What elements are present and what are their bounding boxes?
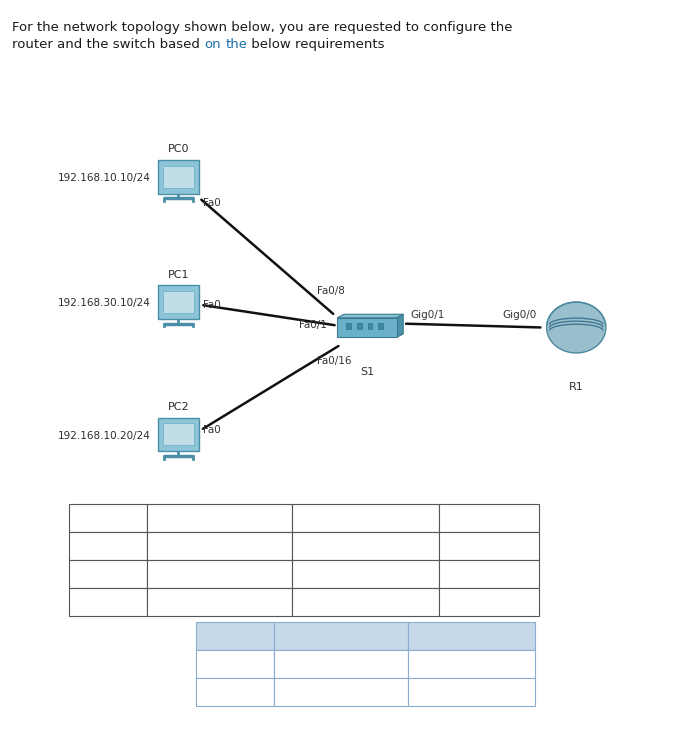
Text: Gig0/1: Gig0/1 — [410, 310, 445, 320]
FancyBboxPatch shape — [378, 322, 383, 330]
Text: on: on — [204, 38, 221, 52]
FancyBboxPatch shape — [292, 532, 439, 560]
Text: 192.168.10.0/24: 192.168.10.0/24 — [314, 539, 417, 553]
FancyBboxPatch shape — [147, 532, 292, 560]
FancyBboxPatch shape — [158, 418, 199, 451]
FancyBboxPatch shape — [196, 650, 274, 678]
FancyBboxPatch shape — [292, 504, 439, 532]
FancyBboxPatch shape — [368, 322, 372, 330]
Text: 192.168.30.0/24: 192.168.30.0/24 — [425, 687, 518, 697]
FancyBboxPatch shape — [147, 588, 292, 616]
FancyBboxPatch shape — [274, 678, 408, 706]
Text: 192.168.10.10/24: 192.168.10.10/24 — [58, 173, 151, 183]
FancyBboxPatch shape — [196, 678, 274, 706]
Polygon shape — [547, 302, 606, 353]
Text: Fa0/16: Fa0/16 — [317, 355, 351, 366]
Text: Ports: Ports — [217, 629, 252, 643]
Text: PC2: PC2 — [167, 402, 189, 412]
FancyBboxPatch shape — [439, 560, 539, 588]
Text: Fa0: Fa0 — [203, 300, 221, 310]
FancyBboxPatch shape — [69, 560, 147, 588]
FancyBboxPatch shape — [69, 504, 147, 532]
Text: PC0: PC0 — [167, 144, 189, 155]
Text: R1: R1 — [569, 383, 584, 392]
Text: Fa0/1: Fa0/1 — [299, 319, 327, 330]
FancyBboxPatch shape — [408, 622, 535, 650]
Text: VLAN 10: VLAN 10 — [462, 539, 515, 553]
Text: 192.168.10.0/24: 192.168.10.0/24 — [314, 595, 417, 609]
Text: VLAN: VLAN — [470, 512, 508, 525]
FancyBboxPatch shape — [147, 504, 292, 532]
FancyBboxPatch shape — [69, 532, 147, 560]
FancyBboxPatch shape — [408, 650, 535, 678]
Text: VLAN 30 – Guest: VLAN 30 – Guest — [295, 687, 388, 697]
Text: 192.168.30.1: 192.168.30.1 — [178, 567, 261, 581]
Text: 192.168.10.1: 192.168.10.1 — [178, 595, 261, 609]
Text: VLAN 10 – Students: VLAN 10 – Students — [286, 659, 397, 669]
Text: Default Gateway: Default Gateway — [161, 512, 278, 525]
Text: PC1: PC1 — [96, 567, 120, 581]
FancyBboxPatch shape — [163, 166, 194, 188]
FancyBboxPatch shape — [69, 588, 147, 616]
Text: 192.168.10.0/24: 192.168.10.0/24 — [425, 659, 518, 669]
Text: S1: S1 — [360, 367, 374, 377]
FancyBboxPatch shape — [196, 622, 274, 650]
Text: PC2: PC2 — [96, 595, 120, 609]
Text: Device: Device — [84, 512, 132, 525]
Text: F0/1-7: F0/1-7 — [217, 687, 252, 697]
FancyBboxPatch shape — [439, 504, 539, 532]
Text: the: the — [225, 38, 248, 52]
FancyBboxPatch shape — [439, 588, 539, 616]
Text: Network: Network — [335, 512, 395, 525]
Text: 192.168.30.10/24: 192.168.30.10/24 — [58, 298, 151, 308]
FancyBboxPatch shape — [439, 532, 539, 560]
Text: VLAN 10: VLAN 10 — [462, 595, 515, 609]
Polygon shape — [338, 314, 403, 318]
FancyBboxPatch shape — [408, 678, 535, 706]
Text: 192.168.30.0/24: 192.168.30.0/24 — [314, 567, 417, 581]
Text: Network: Network — [444, 629, 499, 643]
Polygon shape — [338, 318, 397, 337]
Text: below requirements: below requirements — [248, 38, 385, 52]
Text: 192.168.10.20/24: 192.168.10.20/24 — [58, 431, 151, 441]
Polygon shape — [338, 333, 403, 337]
Text: Assignment: Assignment — [303, 629, 380, 643]
FancyBboxPatch shape — [357, 322, 362, 330]
FancyBboxPatch shape — [163, 291, 194, 313]
FancyBboxPatch shape — [292, 560, 439, 588]
FancyBboxPatch shape — [158, 160, 199, 194]
FancyBboxPatch shape — [158, 286, 199, 319]
FancyBboxPatch shape — [274, 650, 408, 678]
Text: PC1: PC1 — [167, 269, 189, 280]
FancyBboxPatch shape — [292, 588, 439, 616]
Text: Fa0: Fa0 — [203, 199, 221, 208]
FancyBboxPatch shape — [163, 423, 194, 445]
Text: F0/8-24: F0/8-24 — [214, 659, 256, 669]
Polygon shape — [397, 314, 403, 337]
Text: Gig0/0: Gig0/0 — [502, 310, 536, 320]
Text: Fa0: Fa0 — [203, 425, 221, 435]
FancyBboxPatch shape — [147, 560, 292, 588]
FancyBboxPatch shape — [274, 622, 408, 650]
Text: PC0: PC0 — [96, 539, 120, 553]
Text: For the network topology shown below, you are requested to configure the: For the network topology shown below, yo… — [12, 21, 513, 34]
Text: 192.168.10.1: 192.168.10.1 — [178, 539, 261, 553]
FancyBboxPatch shape — [346, 322, 351, 330]
Text: router and the switch based: router and the switch based — [12, 38, 204, 52]
Text: VLAN 30: VLAN 30 — [462, 567, 515, 581]
Text: Fa0/8: Fa0/8 — [316, 286, 344, 296]
